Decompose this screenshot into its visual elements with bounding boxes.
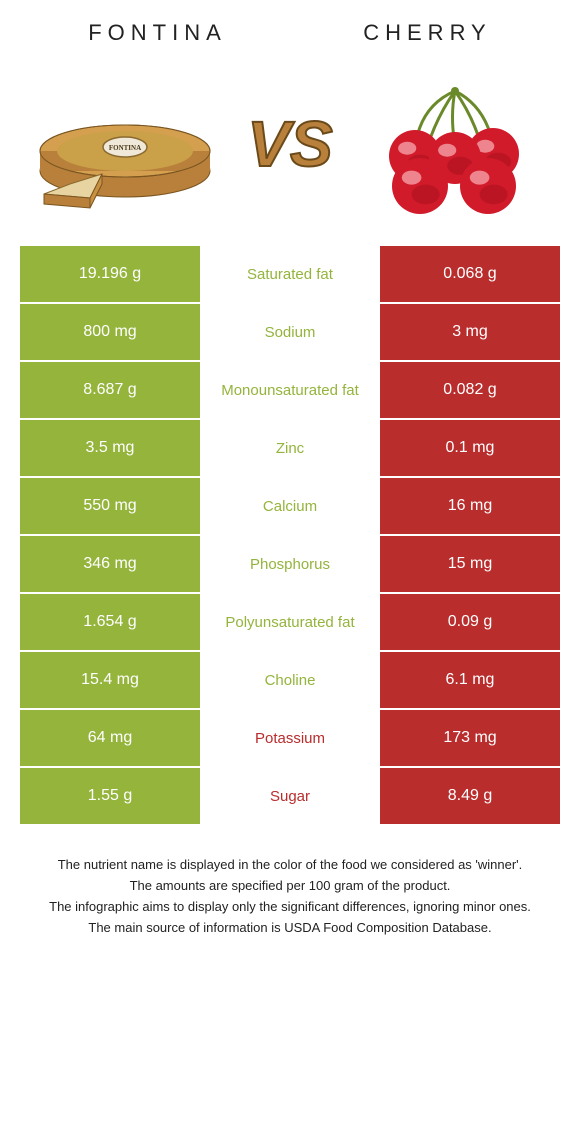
right-value: 173 mg (380, 710, 560, 766)
hero-row: FONTINA VS (20, 76, 560, 216)
svg-text:FONTINA: FONTINA (109, 144, 141, 152)
nutrient-label: Polyunsaturated fat (200, 594, 380, 650)
footer-line: The nutrient name is displayed in the co… (30, 856, 550, 875)
table-row: 3.5 mg Zinc 0.1 mg (20, 420, 560, 476)
right-value: 15 mg (380, 536, 560, 592)
footer-notes: The nutrient name is displayed in the co… (20, 826, 560, 959)
right-value: 0.09 g (380, 594, 560, 650)
right-value: 0.068 g (380, 246, 560, 302)
left-value: 3.5 mg (20, 420, 200, 476)
nutrient-label: Phosphorus (200, 536, 380, 592)
table-row: 64 mg Potassium 173 mg (20, 710, 560, 766)
left-value: 64 mg (20, 710, 200, 766)
left-value: 800 mg (20, 304, 200, 360)
header-row: Fontina Cherry (20, 20, 560, 46)
nutrient-label: Monounsaturated fat (200, 362, 380, 418)
table-row: 800 mg Sodium 3 mg (20, 304, 560, 360)
nutrient-label: Zinc (200, 420, 380, 476)
right-value: 3 mg (380, 304, 560, 360)
left-value: 1.55 g (20, 768, 200, 824)
nutrient-label: Potassium (200, 710, 380, 766)
nutrient-label: Saturated fat (200, 246, 380, 302)
nutrient-label: Sodium (200, 304, 380, 360)
table-row: 346 mg Phosphorus 15 mg (20, 536, 560, 592)
footer-line: The main source of information is USDA F… (30, 919, 550, 938)
vs-icon: VS (230, 101, 350, 191)
left-value: 346 mg (20, 536, 200, 592)
right-food-title: Cherry (363, 20, 492, 46)
right-value: 8.49 g (380, 768, 560, 824)
table-row: 15.4 mg Choline 6.1 mg (20, 652, 560, 708)
table-row: 1.654 g Polyunsaturated fat 0.09 g (20, 594, 560, 650)
right-value: 16 mg (380, 478, 560, 534)
nutrient-label: Calcium (200, 478, 380, 534)
nutrient-label: Choline (200, 652, 380, 708)
table-row: 550 mg Calcium 16 mg (20, 478, 560, 534)
svg-text:VS: VS (247, 108, 333, 180)
table-row: 8.687 g Monounsaturated fat 0.082 g (20, 362, 560, 418)
right-value: 0.082 g (380, 362, 560, 418)
footer-line: The amounts are specified per 100 gram o… (30, 877, 550, 896)
comparison-table: 19.196 g Saturated fat 0.068 g 800 mg So… (20, 246, 560, 824)
footer-line: The infographic aims to display only the… (30, 898, 550, 917)
left-value: 1.654 g (20, 594, 200, 650)
left-value: 550 mg (20, 478, 200, 534)
right-value: 6.1 mg (380, 652, 560, 708)
left-food-title: Fontina (88, 20, 227, 46)
table-row: 19.196 g Saturated fat 0.068 g (20, 246, 560, 302)
nutrient-label: Sugar (200, 768, 380, 824)
left-value: 15.4 mg (20, 652, 200, 708)
fontina-cheese-icon: FONTINA (30, 76, 220, 216)
left-value: 8.687 g (20, 362, 200, 418)
table-row: 1.55 g Sugar 8.49 g (20, 768, 560, 824)
right-value: 0.1 mg (380, 420, 560, 476)
cherry-icon (360, 76, 550, 216)
left-value: 19.196 g (20, 246, 200, 302)
